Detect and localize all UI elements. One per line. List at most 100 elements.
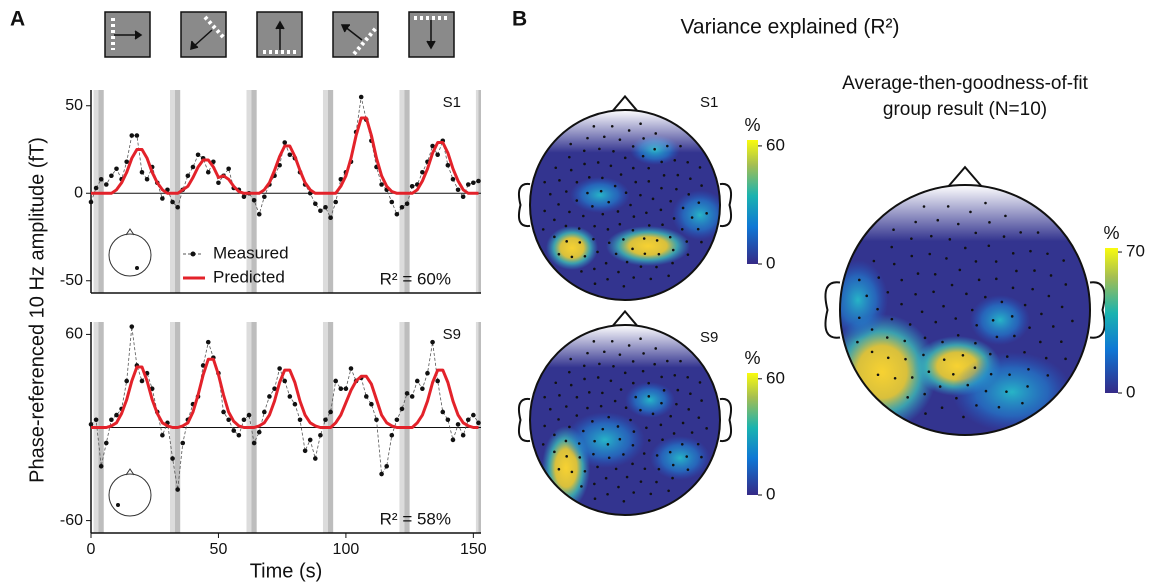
measured-point: [389, 199, 395, 205]
measured-point: [425, 370, 430, 376]
sensor-dot: [975, 404, 978, 407]
sensor-dot: [989, 372, 993, 376]
head-nose: [947, 165, 983, 187]
sensor-dot: [645, 426, 648, 430]
sensor-dot: [657, 252, 661, 256]
measured-point: [236, 432, 242, 438]
sensor-dot: [969, 210, 972, 214]
sensor-dot: [903, 339, 907, 343]
sensor-dot: [627, 344, 631, 347]
sensor-dot: [655, 480, 658, 484]
measured-point: [221, 409, 226, 415]
sensor-dot: [680, 227, 684, 231]
topomap-blob: [606, 226, 690, 266]
sensor-dot: [586, 191, 589, 195]
sensor-dot: [1031, 287, 1034, 291]
sensor-dot: [669, 414, 672, 418]
measured-point: [190, 164, 196, 170]
sensor-dot: [675, 187, 678, 191]
sensor-dot: [617, 270, 620, 274]
sensor-dot: [606, 492, 609, 496]
sensor-dot: [582, 364, 586, 368]
stimulus-icons: [104, 11, 455, 58]
sensor-dot: [1015, 269, 1018, 273]
sensor-dot: [929, 234, 933, 238]
topomap-blob: [970, 295, 1030, 345]
sensor-dot: [676, 388, 680, 392]
head-nose: [611, 94, 639, 112]
sensor-dot: [908, 323, 912, 326]
sensor-dot: [645, 211, 648, 215]
sensor-dot: [956, 222, 960, 226]
sensor-dot: [977, 278, 981, 282]
sensor-dot: [543, 180, 546, 184]
topomap: [824, 165, 1106, 436]
colorbar-tick-label: 60: [766, 135, 785, 154]
sensor-dot: [639, 265, 643, 268]
measured-point: [471, 412, 476, 418]
head-icon: [108, 233, 152, 277]
measured-point: [430, 339, 435, 345]
head-icon-sensor: [135, 266, 139, 270]
measured-point: [374, 417, 379, 423]
stimulus-blank-band: [170, 90, 181, 293]
sensor-dot: [549, 192, 552, 196]
sensor-dot: [975, 323, 978, 327]
head-icon-nose: [125, 468, 135, 476]
sensor-dot: [619, 388, 623, 391]
sensor-dot: [942, 358, 946, 361]
x-tick-label: 0: [87, 541, 96, 558]
panel-label: A: [10, 8, 25, 31]
sensor-dot: [885, 336, 889, 339]
sensor-dot: [671, 248, 675, 252]
sensor-dot: [643, 252, 647, 256]
measured-point: [394, 211, 400, 217]
sensor-dot: [1064, 283, 1068, 286]
sensor-dot: [632, 430, 636, 433]
measured-point: [256, 429, 262, 435]
sensor-dot: [659, 208, 663, 212]
sensor-dot: [565, 240, 568, 243]
measured-point: [404, 201, 410, 207]
sensor-dot: [988, 221, 991, 224]
sensor-dot: [582, 149, 586, 153]
measured-point: [251, 197, 257, 203]
y-axis-label: Phase-referenced 10 Hz amplitude (fT): [26, 137, 48, 483]
sensor-dot: [940, 406, 944, 410]
topomap-blob: [625, 382, 675, 418]
sensor-dot: [928, 252, 932, 256]
sensor-dot: [603, 350, 606, 354]
sensor-dot: [900, 302, 903, 306]
topomap-fade: [530, 110, 720, 153]
sensor-dot: [580, 485, 583, 488]
sensor-dot: [593, 282, 597, 286]
sensor-dot: [1064, 357, 1067, 361]
sensor-dot: [662, 174, 666, 177]
sensor-dot: [586, 351, 589, 355]
measured-point: [343, 386, 349, 392]
sensor-dot: [596, 465, 599, 469]
y-tick-label: -60: [60, 512, 83, 529]
sensor-dot: [569, 383, 573, 387]
measured-point: [109, 173, 114, 179]
sensor-dot: [596, 376, 600, 379]
sensor-dot: [623, 371, 627, 375]
sensor-dot: [667, 274, 670, 278]
sensor-dot: [641, 154, 645, 158]
sensor-dot: [570, 255, 574, 259]
measured-point: [129, 324, 135, 329]
sensor-dot: [1062, 259, 1065, 262]
measured-point: [399, 406, 405, 412]
sensor-dot: [614, 252, 618, 256]
sensor-dot: [568, 370, 571, 374]
head-ear: [517, 182, 531, 228]
sensor-dot: [973, 366, 977, 369]
sensor-dot: [910, 237, 913, 240]
sensor-dot: [629, 418, 632, 422]
sensor-dot: [554, 166, 558, 170]
measured-point: [328, 409, 333, 415]
sensor-dot: [991, 318, 995, 322]
r2-label: R² = 58%: [380, 509, 451, 528]
sensor-dot: [564, 224, 568, 228]
measured-point: [379, 471, 384, 477]
